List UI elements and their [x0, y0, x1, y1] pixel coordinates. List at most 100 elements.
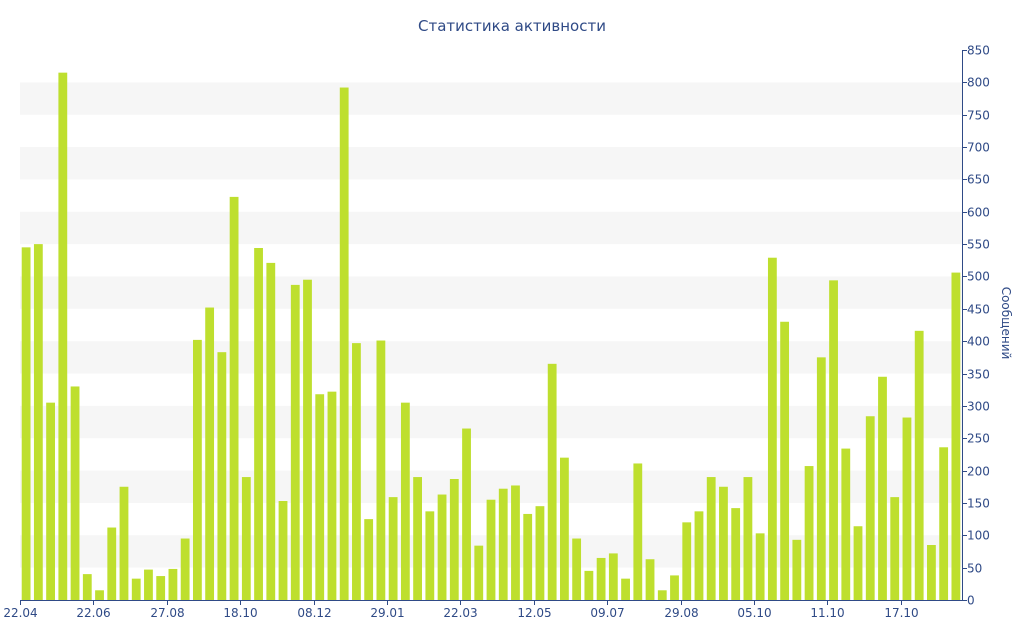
- bar: [192, 339, 202, 600]
- bar: [498, 488, 508, 600]
- y-axis-label: Сообщений: [999, 287, 1013, 360]
- bar: [33, 244, 43, 600]
- y-tick-label: 50: [967, 562, 982, 576]
- bar: [596, 557, 606, 600]
- bar: [364, 519, 374, 600]
- y-tick-label: 350: [967, 368, 990, 382]
- bar: [82, 574, 92, 600]
- bar: [560, 457, 569, 600]
- bar: [58, 72, 68, 600]
- y-tick-label: 750: [967, 109, 990, 123]
- bar: [400, 402, 410, 600]
- x-tick-label: 05.10: [737, 606, 771, 620]
- y-tick-label: 200: [967, 465, 990, 479]
- y-tick-label: 450: [967, 303, 990, 317]
- x-tick-label: 17.10: [884, 606, 918, 620]
- bar: [95, 590, 104, 600]
- bar: [621, 578, 630, 600]
- x-tick-label: 09.07: [590, 606, 624, 620]
- bar: [70, 386, 80, 600]
- bar: [205, 307, 215, 600]
- bar: [547, 363, 557, 600]
- bar: [670, 575, 679, 600]
- bar-series: [21, 72, 961, 600]
- bar: [437, 494, 447, 600]
- x-tick-label: 11.10: [810, 606, 844, 620]
- x-tick-label: 22.04: [3, 606, 37, 620]
- bar: [376, 340, 386, 600]
- y-tick-label: 550: [967, 238, 990, 252]
- bar: [388, 497, 398, 600]
- y-tick-label: 500: [967, 270, 990, 284]
- x-tick-label: 22.03: [443, 606, 477, 620]
- y-tick-label: 400: [967, 335, 990, 349]
- bar: [878, 376, 887, 600]
- bar: [327, 391, 337, 600]
- bar: [816, 357, 826, 600]
- y-tick-label: 800: [967, 76, 990, 90]
- y-tick-label: 150: [967, 497, 990, 511]
- bar: [731, 508, 741, 600]
- bar: [156, 576, 166, 600]
- bar: [180, 538, 190, 600]
- bar: [266, 262, 276, 600]
- bar: [853, 526, 863, 600]
- bar: [841, 448, 851, 600]
- bar: [682, 522, 692, 600]
- bar: [303, 279, 312, 600]
- bar: [535, 506, 545, 600]
- bar: [425, 511, 435, 600]
- bar: [131, 578, 141, 600]
- x-tick-label: 29.08: [664, 606, 698, 620]
- bar: [572, 538, 582, 600]
- bar: [217, 352, 227, 600]
- bar: [792, 539, 802, 600]
- bar: [829, 280, 838, 600]
- bar: [290, 284, 300, 600]
- bar: [462, 428, 471, 600]
- chart-title: Статистика активности: [418, 17, 606, 35]
- bar: [755, 533, 765, 600]
- bar: [633, 463, 643, 600]
- bar: [486, 499, 496, 600]
- y-tick-label: 700: [967, 141, 990, 155]
- bar: [241, 477, 251, 600]
- bar: [254, 248, 263, 600]
- grid-band: [20, 405, 962, 439]
- x-tick-label: 08.12: [297, 606, 331, 620]
- grid-band: [20, 341, 962, 374]
- bar: [339, 87, 349, 600]
- bar: [278, 501, 288, 600]
- bar: [413, 477, 422, 600]
- y-tick-label: 650: [967, 173, 990, 187]
- bar: [890, 497, 900, 600]
- bar: [229, 196, 239, 600]
- x-tick-label: 18.10: [223, 606, 257, 620]
- bar: [694, 511, 704, 600]
- bar: [352, 343, 361, 600]
- x-tick-label: 22.06: [76, 606, 110, 620]
- bar: [804, 466, 814, 600]
- bar: [315, 394, 325, 600]
- bar: [865, 416, 875, 600]
- bar: [449, 479, 459, 600]
- bar: [780, 321, 790, 600]
- bar: [743, 477, 753, 600]
- grid-band: [20, 147, 962, 180]
- y-tick-label: 300: [967, 400, 990, 414]
- bar: [608, 553, 618, 600]
- bar: [144, 569, 153, 600]
- bar: [119, 486, 129, 600]
- x-tick-label: 12.05: [517, 606, 551, 620]
- bar: [951, 272, 961, 600]
- bar: [706, 477, 716, 600]
- x-tick-label: 27.08: [150, 606, 184, 620]
- grid-band: [20, 276, 962, 309]
- bar: [939, 447, 949, 600]
- y-tick-label: 600: [967, 206, 990, 220]
- bar: [21, 247, 31, 600]
- y-tick-label: 250: [967, 432, 990, 446]
- bar: [168, 568, 178, 600]
